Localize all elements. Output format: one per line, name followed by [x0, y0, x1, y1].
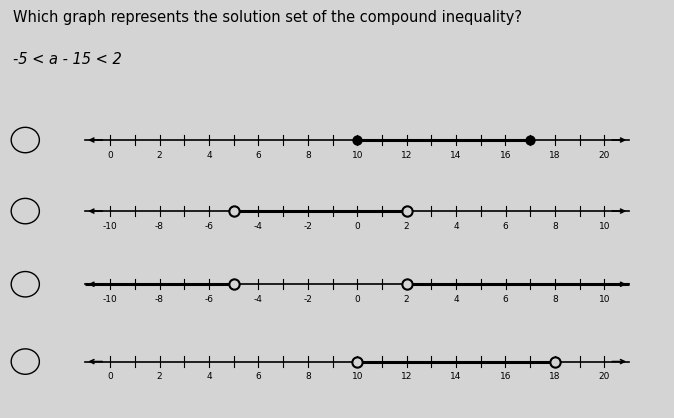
Text: 18: 18 [549, 151, 561, 160]
Text: 4: 4 [453, 222, 459, 231]
Point [401, 281, 412, 288]
Text: 6: 6 [255, 151, 262, 160]
Text: -8: -8 [155, 222, 164, 231]
Text: 10: 10 [351, 372, 363, 382]
Text: -10: -10 [102, 222, 117, 231]
Text: 16: 16 [499, 151, 512, 160]
Text: -5 < a - 15 < 2: -5 < a - 15 < 2 [13, 52, 122, 67]
Text: 8: 8 [305, 151, 311, 160]
Text: -6: -6 [204, 222, 214, 231]
Text: 14: 14 [450, 372, 462, 382]
Text: 12: 12 [401, 372, 412, 382]
Text: -4: -4 [254, 222, 263, 231]
Text: 2: 2 [156, 151, 162, 160]
Text: 10: 10 [599, 295, 610, 304]
Text: -2: -2 [303, 222, 312, 231]
Text: -4: -4 [254, 295, 263, 304]
Point [549, 358, 560, 365]
Text: 2: 2 [156, 372, 162, 382]
Text: 6: 6 [503, 295, 508, 304]
Text: 6: 6 [255, 372, 262, 382]
Point [228, 208, 239, 214]
Text: -2: -2 [303, 295, 312, 304]
Text: 8: 8 [305, 372, 311, 382]
Text: 2: 2 [404, 222, 410, 231]
Text: 14: 14 [450, 151, 462, 160]
Text: 4: 4 [453, 295, 459, 304]
Text: 0: 0 [355, 295, 360, 304]
Text: 10: 10 [599, 222, 610, 231]
Text: 12: 12 [401, 151, 412, 160]
Point [525, 137, 536, 143]
Point [228, 281, 239, 288]
Text: 8: 8 [552, 222, 558, 231]
Text: 10: 10 [351, 151, 363, 160]
Text: 16: 16 [499, 372, 512, 382]
Text: -8: -8 [155, 295, 164, 304]
Text: -10: -10 [102, 295, 117, 304]
Text: 6: 6 [503, 222, 508, 231]
Text: 0: 0 [107, 151, 113, 160]
Text: Which graph represents the solution set of the compound inequality?: Which graph represents the solution set … [13, 10, 522, 25]
Text: 2: 2 [404, 295, 410, 304]
Text: 18: 18 [549, 372, 561, 382]
Point [352, 137, 363, 143]
Point [352, 358, 363, 365]
Point [401, 208, 412, 214]
Text: -6: -6 [204, 295, 214, 304]
Text: 0: 0 [107, 372, 113, 382]
Text: 20: 20 [599, 372, 610, 382]
Text: 0: 0 [355, 222, 360, 231]
Text: 4: 4 [206, 151, 212, 160]
Text: 20: 20 [599, 151, 610, 160]
Text: 8: 8 [552, 295, 558, 304]
Text: 4: 4 [206, 372, 212, 382]
